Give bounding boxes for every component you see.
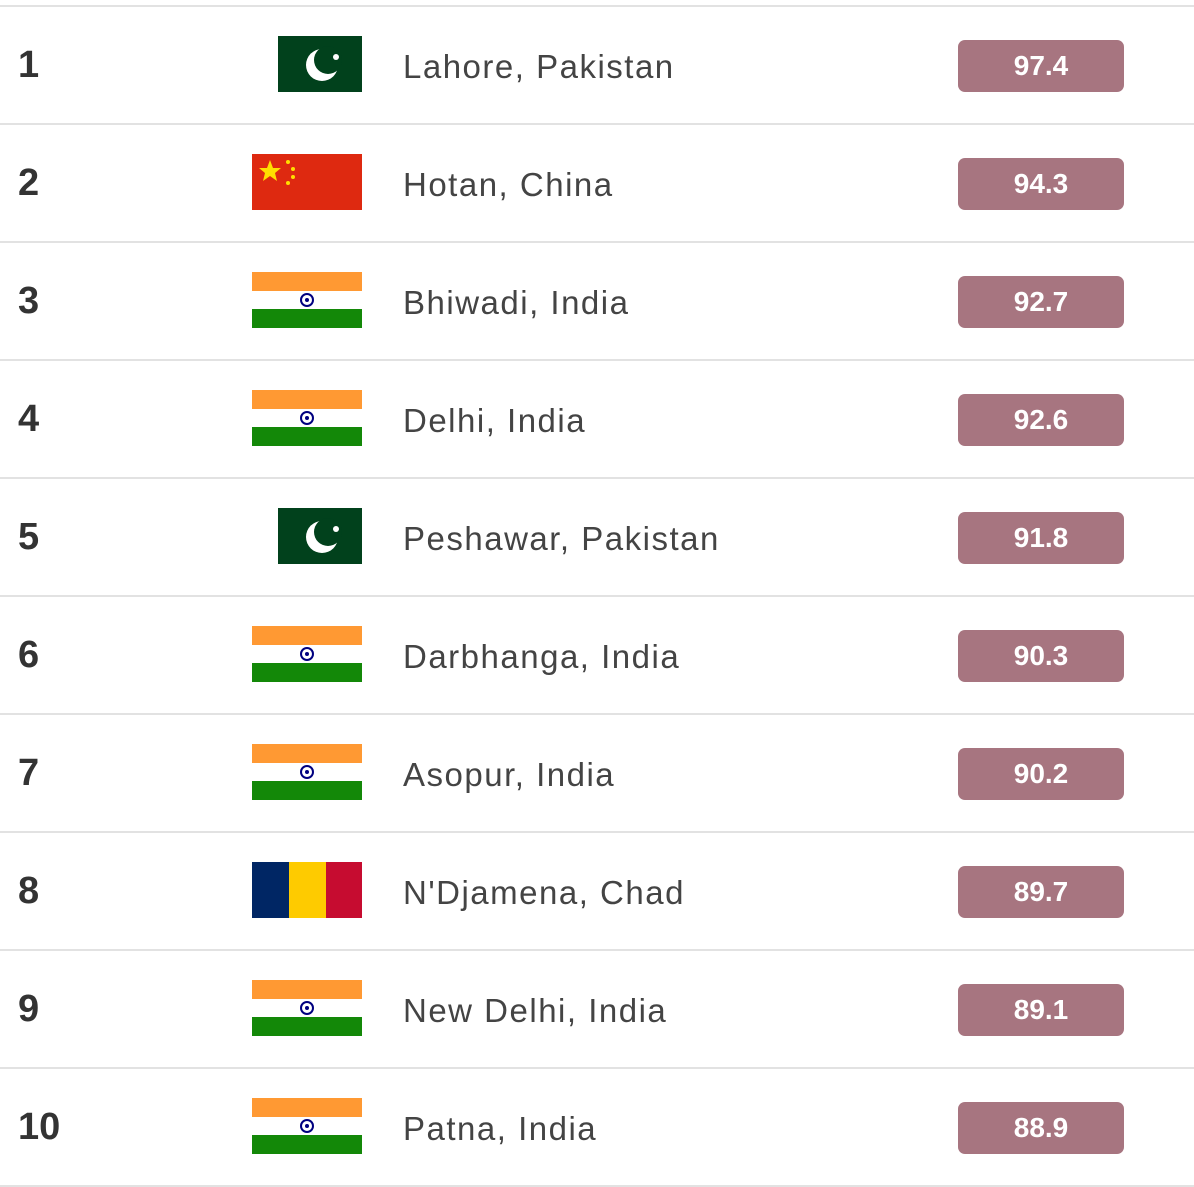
score-badge: 89.7 — [958, 866, 1124, 918]
rank: 9 — [18, 988, 40, 1030]
score-badge: 88.9 — [958, 1102, 1124, 1154]
rank: 8 — [18, 870, 40, 912]
row: 9 New Delhi, India 89.1 — [0, 951, 1194, 1069]
flag — [252, 862, 362, 918]
score-badge: 90.2 — [958, 748, 1124, 800]
score-badge: 91.8 — [958, 512, 1124, 564]
flag — [252, 154, 362, 210]
score-badge: 97.4 — [958, 40, 1124, 92]
ranking-list: 1 Lahore, Pakistan 97.4 2 Hotan, China 94.3 … — [0, 5, 1194, 1187]
city-name: Patna, India — [403, 1110, 598, 1147]
score-badge: 89.1 — [958, 984, 1124, 1036]
row: 10 Patna, India 88.9 — [0, 1069, 1194, 1187]
flag — [252, 272, 362, 328]
row: 1 Lahore, Pakistan 97.4 — [0, 7, 1194, 125]
row: 8 N'Djamena, Chad 89.7 — [0, 833, 1194, 951]
rank: 1 — [18, 44, 40, 86]
row: 7 Asopur, India 90.2 — [0, 715, 1194, 833]
rank: 5 — [18, 516, 40, 558]
city-name: Delhi, India — [403, 402, 587, 439]
rank: 6 — [18, 634, 40, 676]
row: 4 Delhi, India 92.6 — [0, 361, 1194, 479]
rank: 2 — [18, 162, 40, 204]
row: 5 Peshawar, Pakistan 91.8 — [0, 479, 1194, 597]
flag — [252, 626, 362, 682]
score-badge: 92.7 — [958, 276, 1124, 328]
city-name: Darbhanga, India — [403, 638, 681, 675]
rank: 7 — [18, 752, 40, 794]
city-name: New Delhi, India — [403, 992, 668, 1029]
flag — [278, 36, 362, 92]
row: 6 Darbhanga, India 90.3 — [0, 597, 1194, 715]
city-name: Lahore, Pakistan — [403, 48, 675, 85]
city-name: Bhiwadi, India — [403, 284, 630, 321]
row: 3 Bhiwadi, India 92.7 — [0, 243, 1194, 361]
flag — [252, 980, 362, 1036]
city-name: Hotan, China — [403, 166, 614, 203]
flag — [252, 390, 362, 446]
score-badge: 94.3 — [958, 158, 1124, 210]
city-name: Asopur, India — [403, 756, 616, 793]
flag — [252, 1098, 362, 1154]
flag — [278, 508, 362, 564]
score-badge: 92.6 — [958, 394, 1124, 446]
rank: 10 — [18, 1106, 61, 1148]
rank: 4 — [18, 398, 40, 440]
flag — [252, 744, 362, 800]
rank: 3 — [18, 280, 40, 322]
city-name: N'Djamena, Chad — [403, 874, 685, 911]
score-badge: 90.3 — [958, 630, 1124, 682]
city-name: Peshawar, Pakistan — [403, 520, 720, 557]
row: 2 Hotan, China 94.3 — [0, 125, 1194, 243]
